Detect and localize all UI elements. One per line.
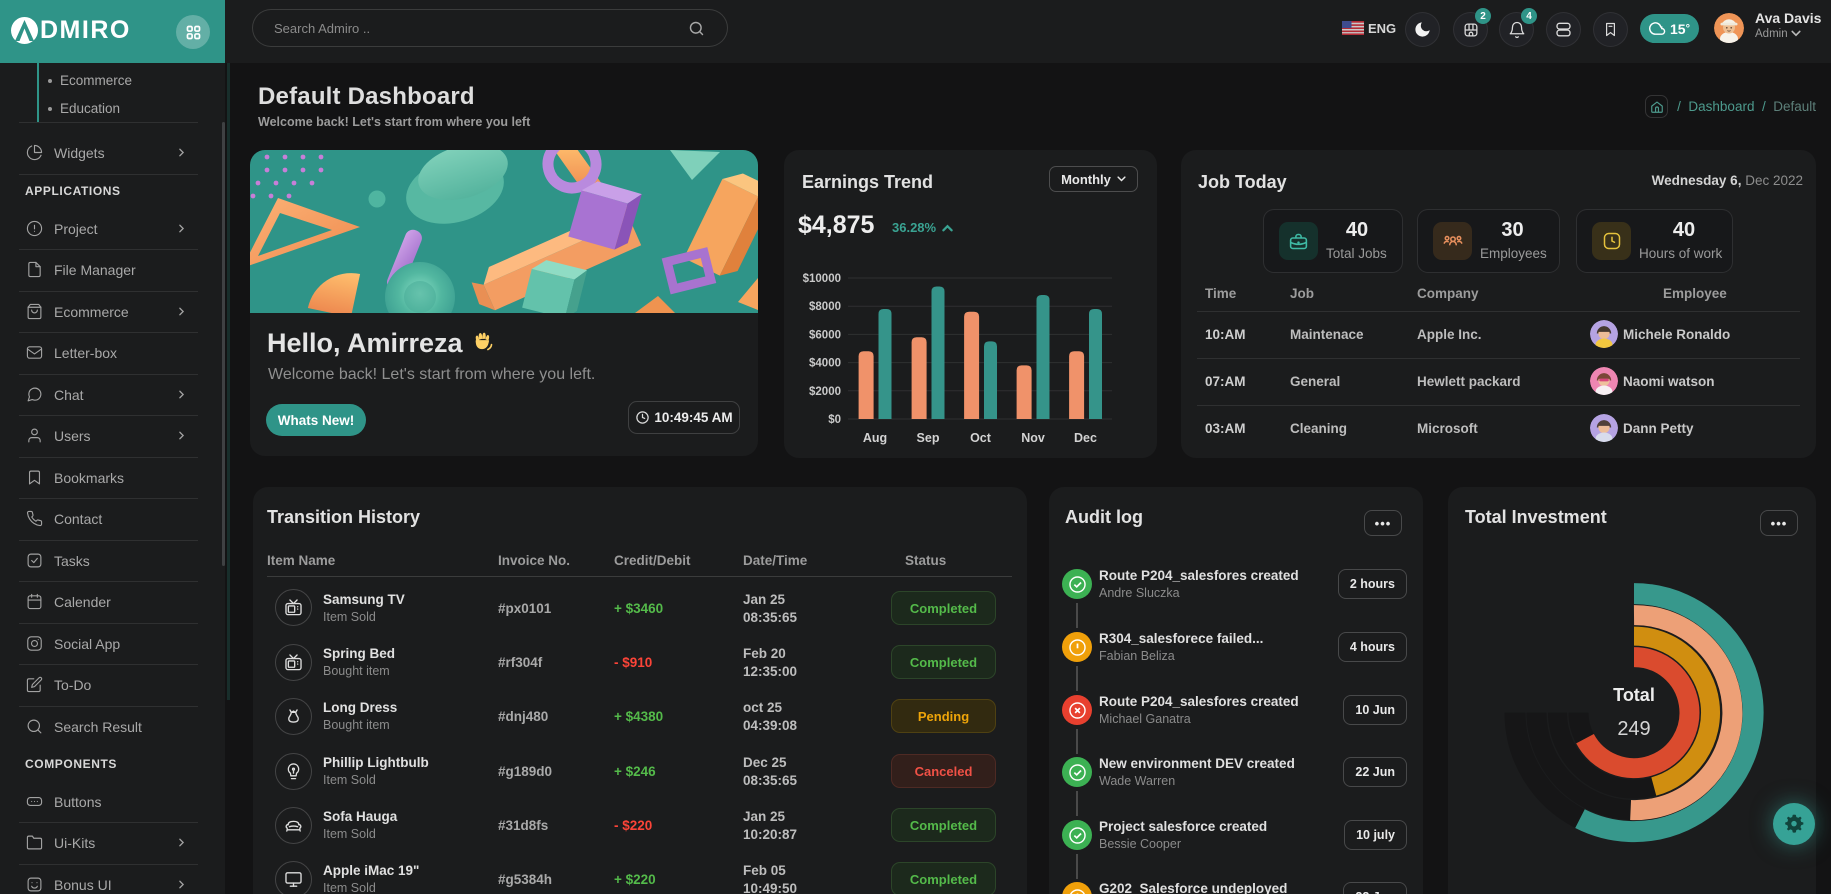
svg-text:Total: Total (1613, 685, 1655, 705)
svg-text:249: 249 (1617, 718, 1650, 740)
svg-text:$6000: $6000 (809, 329, 841, 341)
svg-text:Oct: Oct (970, 431, 992, 445)
svg-text:Aug: Aug (863, 431, 887, 445)
svg-text:$8000: $8000 (809, 301, 841, 313)
svg-text:Sep: Sep (917, 431, 940, 445)
svg-text:$4000: $4000 (809, 358, 841, 370)
svg-text:Nov: Nov (1021, 431, 1045, 445)
svg-text:Dec: Dec (1074, 431, 1097, 445)
svg-text:$2000: $2000 (809, 386, 841, 398)
svg-text:$10000: $10000 (803, 273, 841, 285)
svg-text:$0: $0 (828, 414, 841, 426)
